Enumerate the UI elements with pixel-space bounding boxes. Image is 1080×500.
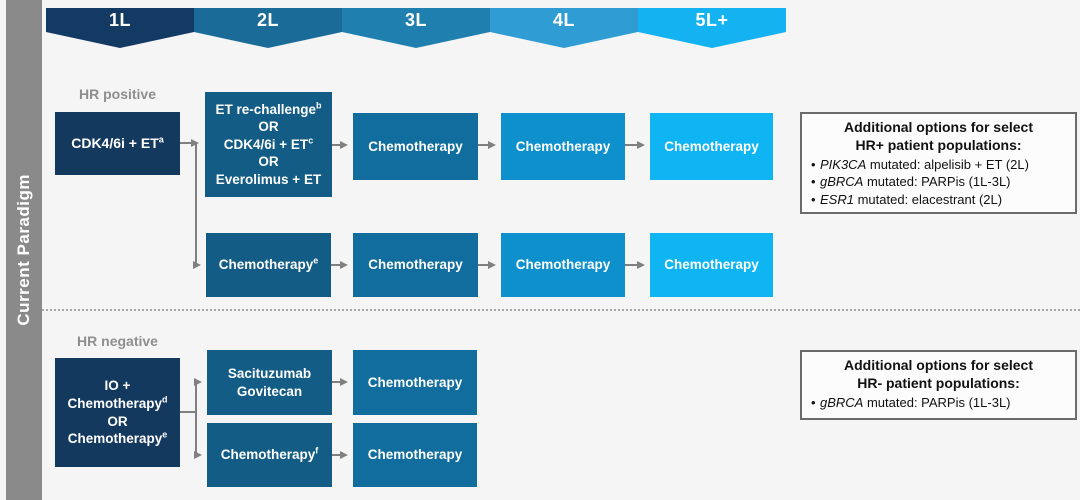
section-divider-dotted: [42, 309, 1080, 311]
annotation-bullet: PIK3CA mutated: alpelisib + ET (2L): [810, 156, 1067, 174]
annotation-title: Additional options for select HR+ patien…: [843, 119, 1033, 153]
box-or: OR: [258, 119, 279, 135]
line-chevron-1l: 1L: [46, 8, 194, 48]
box-2l-et-options: ET re-challengeb OR CDK4/6i + ETc OR Eve…: [205, 92, 332, 197]
annotation-bullet: gBRCA mutated: PARPis (1L-3L): [810, 394, 1067, 412]
section-label-hr-positive: HR positive: [78, 86, 156, 102]
box-3l-chemo-hrneg-bottom: Chemotherapy: [353, 423, 477, 487]
annotation-title: Additional options for select HR- patien…: [843, 357, 1033, 391]
sidebar-label: Current Paradigm: [14, 174, 33, 326]
box-label: Chemotherapy: [368, 138, 463, 154]
box-option-2: CDK4/6i + ETc: [223, 135, 314, 152]
box-2l-sacituzumab-govitecan: Sacituzumab Govitecan: [207, 350, 332, 415]
annotation-bullet-list: PIK3CA mutated: alpelisib + ET (2L) gBRC…: [810, 156, 1067, 208]
box-label: CDK4/6i + ETa: [71, 134, 164, 152]
box-line-1: IO +: [104, 378, 131, 394]
sidebar-current-paradigm: Current Paradigm: [6, 0, 42, 500]
annotation-hr-positive: Additional options for select HR+ patien…: [800, 112, 1077, 214]
box-label: Chemotherapye: [218, 255, 319, 273]
line-chevron-4l: 4L: [490, 8, 638, 48]
line-chevron-3l: 3L: [342, 8, 490, 48]
box-1l-io-chemo: IO + Chemotherapyd OR Chemotherapye: [55, 358, 180, 467]
box-5l-chemo-row1: Chemotherapy: [650, 113, 773, 180]
box-label: Chemotherapy: [367, 374, 463, 390]
box-or: OR: [258, 154, 279, 170]
line-chevron-label: 5L+: [695, 10, 729, 30]
box-label: Chemotherapyf: [220, 445, 319, 463]
box-option-3: Everolimus + ET: [215, 171, 322, 187]
box-label: Chemotherapy: [664, 257, 759, 273]
box-or: OR: [107, 413, 128, 429]
box-line-3: Chemotherapye: [67, 429, 168, 447]
annotation-hr-negative: Additional options for select HR- patien…: [800, 350, 1077, 420]
line-chevron-label: 4L: [552, 10, 575, 30]
box-label: Chemotherapy: [515, 138, 611, 154]
box-3l-chemo-row2: Chemotherapy: [353, 233, 478, 297]
line-chevron-5l: 5L+: [638, 8, 786, 48]
annotation-bullet-list: gBRCA mutated: PARPis (1L-3L): [810, 394, 1067, 412]
box-label: Sacituzumab Govitecan: [227, 365, 312, 399]
box-5l-chemo-row2: Chemotherapy: [650, 233, 773, 297]
section-label-hr-negative: HR negative: [77, 333, 158, 349]
box-line-2: Chemotherapyd: [67, 394, 168, 411]
box-option-1: ET re-challengeb: [215, 100, 322, 117]
box-4l-chemo-row2: Chemotherapy: [501, 233, 625, 297]
box-3l-chemo-row1: Chemotherapy: [353, 113, 478, 180]
box-3l-chemo-hrneg-top: Chemotherapy: [353, 350, 477, 415]
annotation-bullet: gBRCA mutated: PARPis (1L-3L): [810, 173, 1067, 191]
box-label: Chemotherapy: [367, 447, 463, 463]
line-chevron-label: 2L: [256, 10, 279, 30]
box-1l-cdk46i-et: CDK4/6i + ETa: [55, 112, 180, 175]
box-label: Chemotherapy: [664, 138, 759, 154]
box-label: Chemotherapy: [368, 257, 463, 273]
box-2l-chemo-row2: Chemotherapye: [206, 233, 331, 297]
line-chevron-label: 3L: [404, 10, 427, 30]
box-4l-chemo-row1: Chemotherapy: [501, 113, 625, 180]
line-chevron-label: 1L: [108, 10, 131, 30]
line-header: 1L 2L 3L 4L 5L+: [46, 8, 786, 48]
annotation-bullet: ESR1 mutated: elacestrant (2L): [810, 191, 1067, 209]
box-2l-chemo-hrneg: Chemotherapyf: [207, 423, 332, 487]
box-label: Chemotherapy: [515, 257, 611, 273]
line-chevron-2l: 2L: [194, 8, 342, 48]
